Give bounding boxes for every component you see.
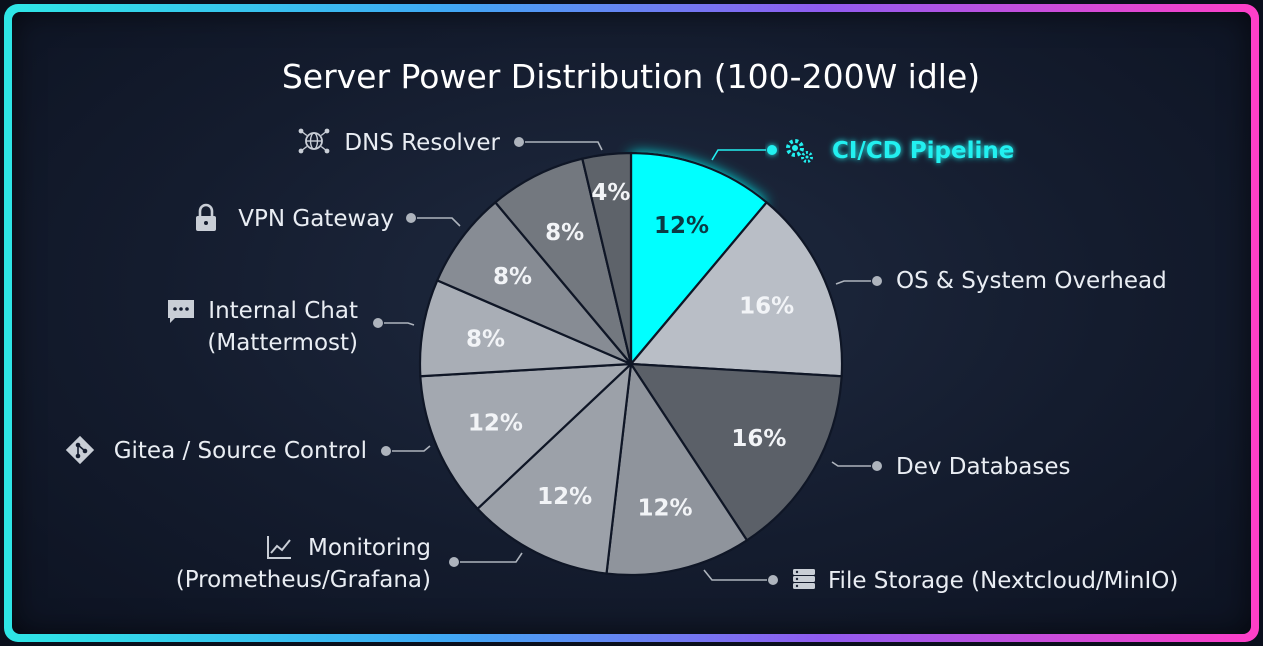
percent-label-ci-cd-pipeline: 12%	[654, 213, 709, 239]
percent-label-os-system-overhead: 16%	[739, 293, 794, 319]
pie-slice-dns-resolver	[493, 157, 633, 365]
lock-icon	[196, 203, 216, 231]
pie-slice-gitea-source-control	[419, 362, 634, 511]
percent-label-vpn-gateway: 8%	[493, 264, 532, 290]
chart-title: Server Power Distribution (100-200W idle…	[282, 57, 980, 96]
slice-labels: CI/CD Pipeline OS & System Overhead Dev Da…	[65, 128, 1178, 594]
leader-line-file-storage-nextcloud-minio	[703, 569, 767, 581]
pie-slice-file-storage-nextcloud-minio	[605, 360, 749, 577]
leader-line-dns-resolver	[525, 141, 603, 151]
leader-line-vpn-gateway	[417, 217, 461, 227]
chart-icon	[267, 536, 291, 559]
slice-label-dev-databases: Dev Databases	[896, 454, 1071, 480]
leader-dot-ci-cd-pipeline	[767, 145, 777, 155]
leader-dot-os-system-overhead	[872, 276, 882, 286]
pie-slice-monitoring-prometheus-grafana	[475, 361, 633, 575]
slice-label-monitoring-prometheus-grafana: Monitoring (Prometheus/Grafana)	[176, 535, 431, 593]
git-icon	[65, 435, 95, 465]
leader-line-internal-chat-mattermost	[384, 322, 415, 326]
pie-slice-ci-cd-pipeline	[629, 151, 769, 368]
pie-slice-internal-chat-mattermost	[418, 278, 632, 378]
leader-dot-monitoring-prometheus-grafana	[449, 557, 459, 567]
slice-label-gitea-source-control: Gitea / Source Control	[114, 438, 367, 464]
pie-slice-dev-databases	[628, 362, 843, 542]
gears-icon	[786, 139, 813, 163]
slice-label-file-storage-nextcloud-minio: File Storage (Nextcloud/MinIO)	[828, 568, 1178, 594]
server-icon	[793, 569, 815, 589]
slice-label-vpn-gateway: VPN Gateway	[238, 206, 394, 232]
slice-label-dns-resolver: DNS Resolver	[344, 130, 500, 156]
pie-slice-vpn-gateway	[435, 200, 632, 366]
slice-label-os-system-overhead: OS & System Overhead	[896, 268, 1167, 294]
leader-dot-dev-databases	[872, 461, 882, 471]
leader-line-dev-databases	[831, 461, 871, 467]
pie-percent-labels: 12% 16% 16% 12% 12% 12% 8% 8% 8% 4%	[466, 180, 794, 522]
leader-dot-vpn-gateway	[406, 213, 416, 223]
slice-label-internal-chat-mattermost: Internal Chat (Mattermost)	[207, 298, 358, 356]
leader-line-ci-cd-pipeline	[711, 149, 766, 161]
percent-label-dns-resolver: 8%	[545, 220, 584, 246]
leader-line-gitea-source-control	[392, 445, 431, 452]
percent-label-dev-databases: 16%	[731, 426, 786, 452]
leader-dot-file-storage-nextcloud-minio	[768, 575, 778, 585]
leader-line-monitoring-prometheus-grafana	[460, 552, 523, 563]
leader-dot-internal-chat-mattermost	[373, 318, 383, 328]
globe-network-icon	[298, 128, 330, 154]
slice-label-ci-cd-pipeline: CI/CD Pipeline	[832, 138, 1014, 164]
leader-line-os-system-overhead	[835, 280, 871, 285]
percent-label-slice-4: 4%	[591, 180, 630, 206]
percent-label-file-storage-nextcloud-minio: 12%	[638, 496, 693, 522]
percent-label-internal-chat-mattermost: 8%	[466, 326, 505, 352]
pie-slice-os-system-overhead	[628, 200, 844, 378]
percent-label-monitoring-prometheus-grafana: 12%	[537, 484, 592, 510]
leader-lines	[373, 137, 882, 585]
pie-slice-slice-4	[581, 151, 633, 365]
chat-icon	[168, 300, 194, 323]
leader-dot-dns-resolver	[514, 137, 524, 147]
leader-dot-gitea-source-control	[381, 446, 391, 456]
percent-label-gitea-source-control: 12%	[468, 411, 523, 437]
pie-slices	[418, 151, 844, 577]
